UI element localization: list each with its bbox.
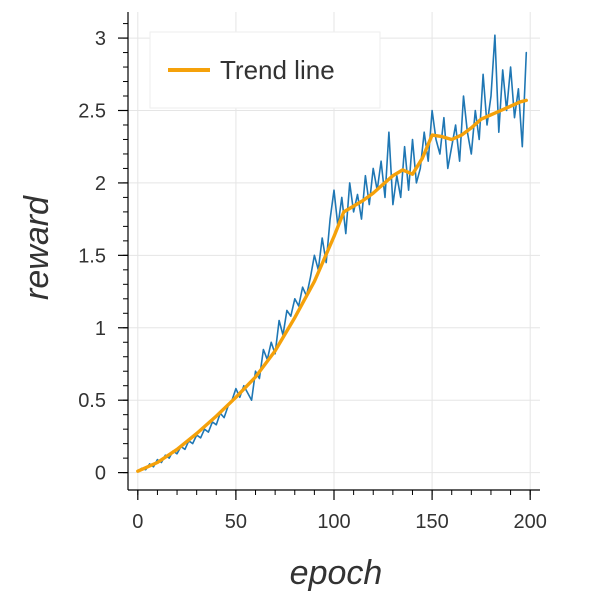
- x-tick-label: 200: [514, 511, 547, 533]
- axes: [118, 12, 540, 500]
- y-tick-label: 2.5: [78, 100, 106, 122]
- series-layer: [136, 34, 528, 473]
- x-tick-label: 150: [415, 511, 448, 533]
- y-tick-label: 1: [95, 318, 106, 340]
- y-axis-title: reward: [18, 195, 56, 300]
- y-tick-label: 2: [95, 173, 106, 195]
- trend-line: [136, 98, 528, 473]
- x-axis-title: epoch: [290, 554, 383, 592]
- x-tick-label: 50: [225, 511, 247, 533]
- raw-reward-line: [137, 34, 528, 472]
- y-tick-label: 0: [95, 463, 106, 485]
- ticks: 0 50 100 150 200 0 0.5 1 1.5 2 2.5 3: [78, 28, 547, 533]
- y-tick-label: 3: [95, 28, 106, 50]
- legend: Trend line: [149, 31, 381, 109]
- y-tick-label: 0.5: [78, 390, 106, 412]
- x-tick-label: 100: [317, 511, 350, 533]
- y-tick-label: 1.5: [78, 245, 106, 267]
- x-tick-label: 0: [132, 511, 143, 533]
- legend-label-trend: Trend line: [220, 55, 335, 85]
